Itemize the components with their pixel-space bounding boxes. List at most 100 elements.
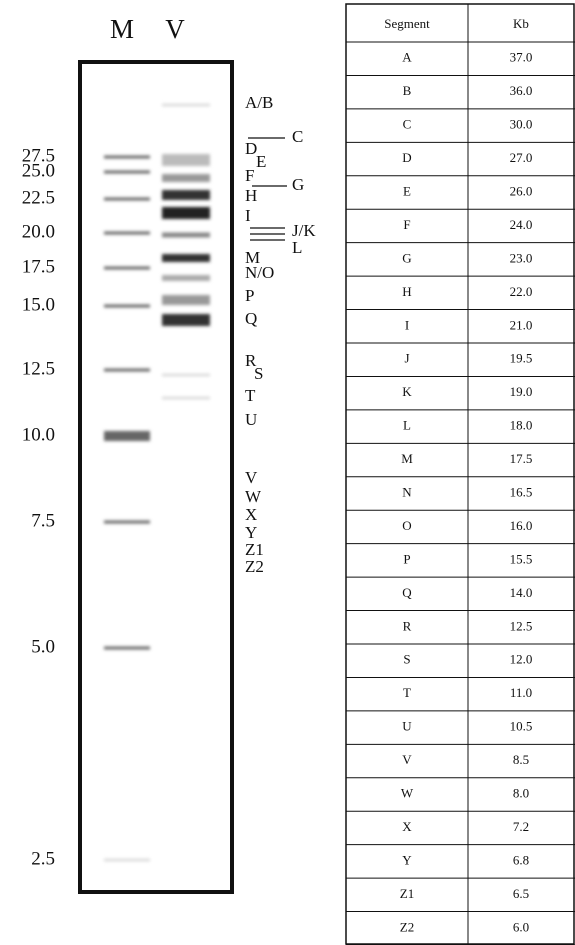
virus-band [162,233,210,238]
marker-size: 5.0 [31,636,55,657]
table-cell: 22.0 [510,284,533,299]
virus-band [162,154,210,166]
page: MV27.525.022.520.017.515.012.510.07.55.0… [0,0,575,945]
virus-band [162,104,210,107]
table-cell: H [402,284,411,299]
table-cell: B [403,83,412,98]
table-cell: X [402,819,412,834]
ladder-band [104,647,150,650]
band-label: N/O [245,263,274,282]
band-label: Q [245,309,257,328]
table-cell: 36.0 [510,83,533,98]
virus-band [162,374,210,377]
band-label: X [245,505,257,524]
marker-size: 22.5 [22,187,55,208]
virus-band [162,254,210,262]
table-cell: 23.0 [510,250,533,265]
table-cell: P [403,551,410,566]
marker-size: 7.5 [31,510,55,531]
table-cell: F [403,217,410,232]
table-cell: C [403,117,412,132]
band-label: V [245,468,258,487]
marker-size: 10.0 [22,424,55,445]
virus-band [162,397,210,400]
table-cell: O [402,518,411,533]
table-cell: W [401,785,414,800]
table-cell: D [402,150,411,165]
marker-size: 20.0 [22,221,55,242]
ladder-band [104,156,150,159]
ladder-band [104,859,150,862]
table-cell: 12.0 [510,652,533,667]
table-cell: I [405,317,409,332]
table-cell: U [402,719,412,734]
table-cell: 12.5 [510,618,533,633]
band-label: A/B [245,93,273,112]
virus-band [162,190,210,200]
table-cell: K [402,384,412,399]
table-cell: 26.0 [510,183,533,198]
band-label: U [245,410,257,429]
table-cell: E [403,183,411,198]
band-label: E [256,152,266,171]
marker-size: 15.0 [22,294,55,315]
band-label: F [245,166,254,185]
table-cell: Y [402,852,412,867]
lane-label: V [165,14,185,44]
table-cell: J [404,351,409,366]
virus-band [162,207,210,219]
table-cell: Z2 [400,919,414,934]
table-header: Kb [513,16,529,31]
band-label: H [245,186,257,205]
table-cell: G [402,250,411,265]
table-cell: 21.0 [510,317,533,332]
ladder-band [104,267,150,270]
table-cell: 6.0 [513,919,529,934]
virus-band [162,174,210,182]
ladder-band [104,171,150,174]
lane-label: M [110,14,134,44]
virus-band [162,295,210,305]
ladder-band [104,198,150,201]
marker-size: 25.0 [22,160,55,181]
table-cell: 19.5 [510,351,533,366]
table-cell: 19.0 [510,384,533,399]
ladder-band [104,232,150,235]
table-cell: 16.0 [510,518,533,533]
table-cell: 14.0 [510,585,533,600]
table-cell: 10.5 [510,719,533,734]
table-cell: 15.5 [510,551,533,566]
table-cell: 24.0 [510,217,533,232]
band-label: Z2 [245,557,264,576]
band-label: L [292,238,302,257]
table-cell: 17.5 [510,451,533,466]
band-label: W [245,487,262,506]
band-label: I [245,206,251,225]
table-cell: N [402,484,412,499]
virus-band [162,314,210,326]
band-label: T [245,386,256,405]
ladder-band [104,431,150,441]
table-cell: 8.0 [513,785,529,800]
ladder-band [104,305,150,308]
table-cell: 27.0 [510,150,533,165]
table-cell: T [403,685,411,700]
table-cell: Z1 [400,886,414,901]
ladder-band [104,369,150,372]
table-cell: L [403,418,411,433]
table-cell: V [402,752,412,767]
band-label: C [292,127,303,146]
table-cell: 7.2 [513,819,529,834]
table-frame [346,4,574,944]
table-cell: A [402,50,412,65]
table-cell: 6.8 [513,852,529,867]
virus-band [162,275,210,281]
figure: MV27.525.022.520.017.515.012.510.07.55.0… [0,0,575,945]
table-cell: R [403,618,412,633]
table-header: Segment [384,16,430,31]
marker-size: 17.5 [22,256,55,277]
table-cell: 6.5 [513,886,529,901]
marker-size: 2.5 [31,848,55,869]
band-label: G [292,175,304,194]
gel-frame [80,62,232,892]
